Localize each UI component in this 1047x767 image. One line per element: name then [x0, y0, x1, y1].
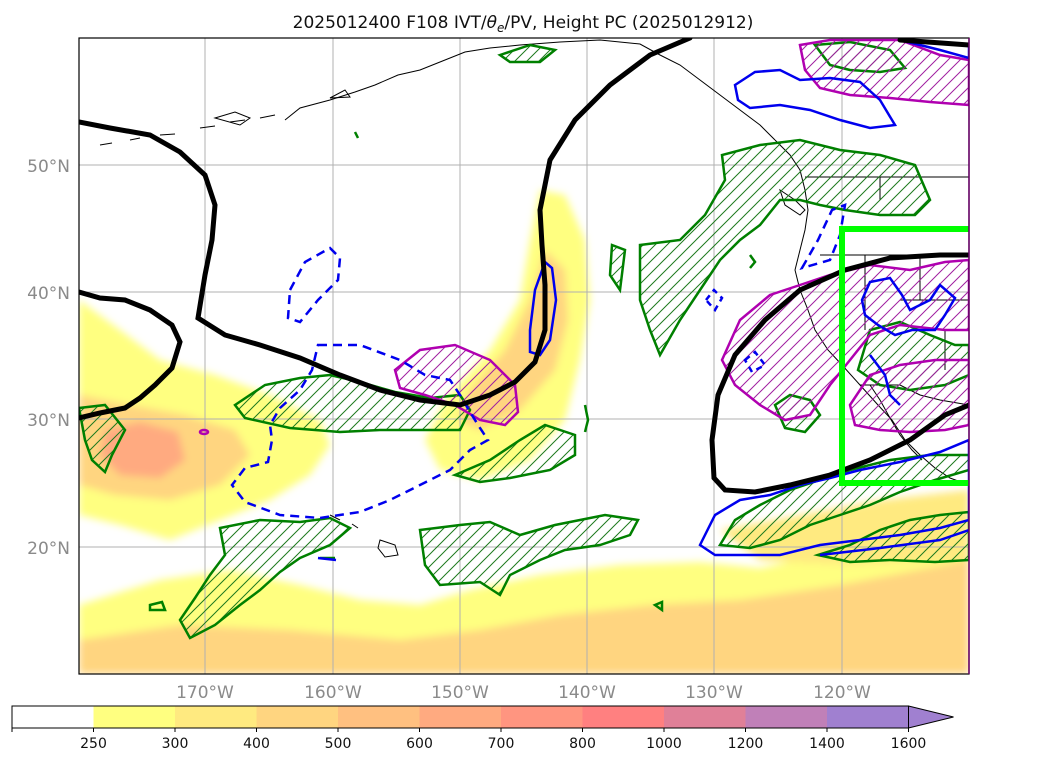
ivt-dashed-west — [286, 246, 342, 324]
pv-east-blob — [720, 258, 969, 422]
colorbar-segment — [501, 706, 583, 728]
theta-e-contours — [79, 40, 969, 640]
ivt-outline-contours — [230, 38, 969, 562]
highlight-box — [839, 226, 969, 486]
theta-e-coast-band — [717, 453, 969, 550]
pv-central-blob — [393, 343, 520, 427]
ivt-dashed-sw — [230, 343, 490, 520]
ivt-dashed-small — [704, 288, 724, 313]
height-ne-top — [897, 38, 969, 48]
theta-e-south-band — [178, 516, 353, 640]
colorbar-segment — [664, 706, 746, 728]
hawaii — [329, 514, 399, 558]
alaska-coast — [284, 39, 776, 141]
colorbar-segment — [745, 706, 828, 728]
pv-contours — [393, 38, 969, 434]
height-contours — [79, 38, 969, 495]
lon-label-130w: 130°W — [685, 683, 743, 703]
colorbar-extend-arrow — [908, 705, 954, 729]
theta-e-mid-band — [418, 513, 640, 597]
colorbar-tick-label: 250 — [80, 736, 107, 752]
height-west-trough — [79, 289, 183, 421]
colorbar-segment — [419, 706, 502, 728]
colorbar-segment — [256, 706, 339, 728]
colorbar-tick-label: 1200 — [728, 736, 764, 752]
colorbar-segment — [12, 706, 94, 728]
lon-label-150w: 150°W — [431, 683, 489, 703]
colorbar-segment — [93, 706, 176, 728]
theta-e-small-1 — [608, 243, 627, 294]
colorbar-tick-label: 1400 — [809, 736, 845, 752]
colorbar-outline — [11, 705, 909, 729]
theta-e-diag-band — [451, 423, 577, 484]
colorbar-tick-label: 1000 — [646, 736, 682, 752]
theta-e-alaska — [497, 43, 558, 64]
ivt-dashed-ne — [799, 203, 847, 271]
colorbar-tick-label: 800 — [569, 736, 596, 752]
colorbar-segment — [827, 706, 909, 728]
lat-label-40n: 40°N — [27, 284, 70, 304]
ivt-solid-box — [860, 276, 957, 337]
lon-label-170w: 170°W — [176, 683, 234, 703]
graticule — [79, 38, 969, 674]
lon-label-120w: 120°W — [813, 683, 871, 703]
height-west-ridge — [79, 38, 693, 408]
colorbar-tick-label: 500 — [325, 736, 352, 752]
colorbar: 250 300 400 500 600 700 800 1000 1200 1400 1600 — [11, 705, 954, 752]
ivt-solid-small — [317, 556, 337, 562]
colorbar-tick-label: 300 — [162, 736, 189, 752]
aleutians — [99, 114, 276, 146]
longitude-labels: 170°W 160°W 150°W 140°W 130°W 120°W — [176, 683, 871, 703]
ivt-solid-ne — [733, 68, 898, 130]
alaska-islands — [213, 89, 351, 126]
pv-small-ring — [198, 428, 210, 436]
lon-label-160w: 160°W — [304, 683, 362, 703]
pv-ne-top — [798, 38, 969, 107]
latitude-labels: 50°N 40°N 30°N 20°N — [27, 157, 70, 559]
lat-label-30n: 30°N — [27, 411, 70, 431]
lat-label-20n: 20°N — [27, 539, 70, 559]
colorbar-segment — [175, 706, 257, 728]
map-panel — [79, 38, 969, 674]
height-east-trough — [709, 252, 969, 495]
ivt-solid-east — [869, 354, 901, 406]
ivt-dashed-small2 — [743, 350, 767, 374]
colorbar-segment — [582, 706, 665, 728]
colorbar-tick-label: 700 — [488, 736, 515, 752]
colorbar-segment — [338, 706, 420, 728]
chart-title: 2025012400 F108 IVT/θe/PV, Height PC (20… — [293, 13, 754, 35]
ivt-solid-south — [698, 438, 969, 557]
colorbar-tick-label: 600 — [406, 736, 433, 752]
lat-label-50n: 50°N — [27, 157, 70, 177]
lon-label-140w: 140°W — [558, 683, 616, 703]
colorbar-tick-label: 1600 — [891, 736, 927, 752]
ivt-fill-south-inner — [79, 560, 969, 674]
colorbar-tick-label: 400 — [243, 736, 270, 752]
theta-e-northeast — [638, 138, 932, 358]
ivt-solid-mid — [528, 259, 558, 357]
ivt-solid-coast — [819, 528, 969, 557]
pv-se-blob — [848, 358, 969, 434]
